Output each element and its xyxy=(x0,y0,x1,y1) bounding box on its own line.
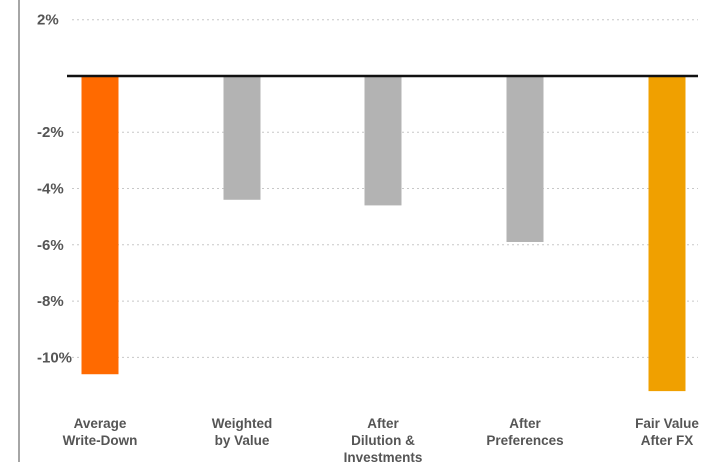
bar-layer xyxy=(81,75,686,392)
bar xyxy=(648,75,686,392)
y-tick-label: -10% xyxy=(37,349,72,366)
label-layer: 2% -2% -4% -6% -8% -10% Average Write-Down Weigh… xyxy=(37,12,699,465)
y-tick-label: -2% xyxy=(37,124,64,141)
bar xyxy=(364,75,402,206)
x-tick-label: Weighted by Value xyxy=(212,416,273,448)
x-tick-label: Fair Value After FX xyxy=(635,416,699,448)
axis-layer xyxy=(18,0,698,462)
bar xyxy=(81,75,119,375)
y-tick-label: 2% xyxy=(37,12,59,29)
x-tick-label: After Dilution & Investments xyxy=(344,416,423,465)
y-tick-label: -8% xyxy=(37,293,64,310)
bar xyxy=(223,75,261,200)
grid-layer xyxy=(72,19,698,358)
x-tick-label: After Preferences xyxy=(486,416,563,448)
x-tick-label: Average Write-Down xyxy=(63,416,138,448)
y-tick-label: -6% xyxy=(37,237,64,254)
bar xyxy=(506,75,544,242)
y-tick-label: -4% xyxy=(37,181,64,198)
